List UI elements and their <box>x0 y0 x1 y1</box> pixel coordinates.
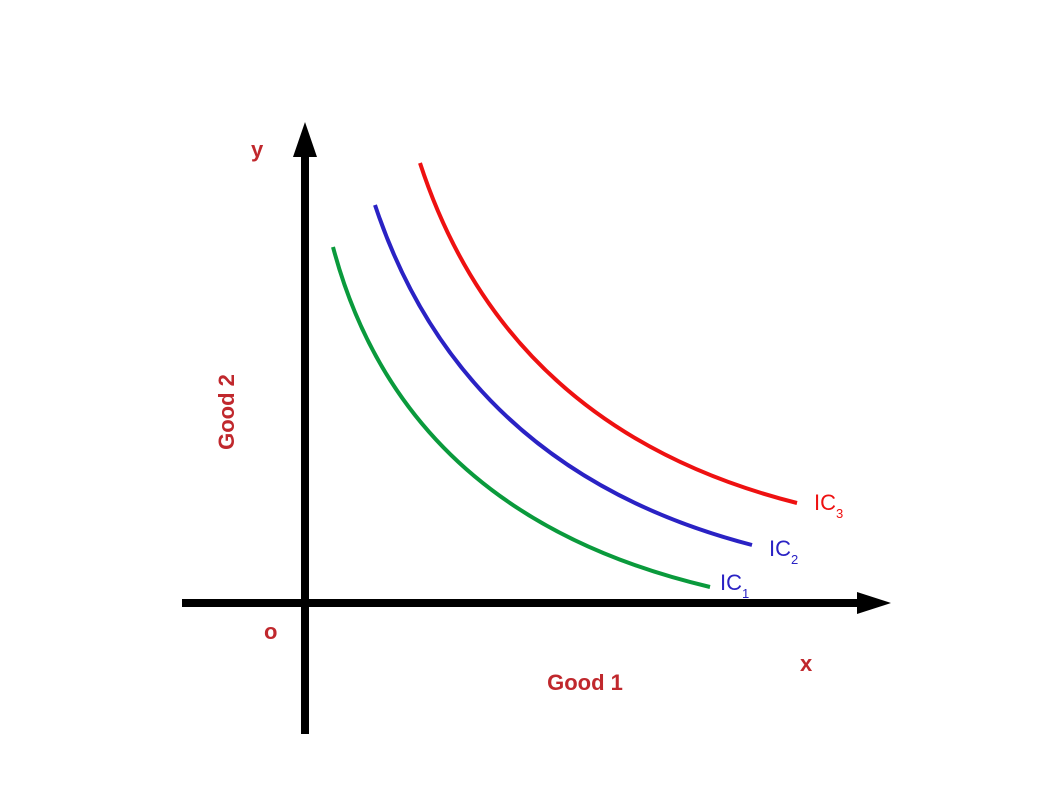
x-axis-title: Good 1 <box>547 670 623 695</box>
origin-label: o <box>264 619 277 644</box>
x-axis-letter: x <box>800 651 813 676</box>
curve-ic2 <box>373 204 753 547</box>
x-axis-arrow <box>857 592 891 614</box>
curve-label-ic1: IC1 <box>720 570 749 601</box>
curve-label-ic3-base: IC <box>814 490 836 515</box>
curve-label-ic3: IC3 <box>814 490 843 521</box>
curve-ic1 <box>331 246 711 589</box>
curve-label-ic2-base: IC <box>769 536 791 561</box>
axis-labels: y x o Good 2 Good 1 <box>214 137 813 695</box>
y-axis-arrow <box>293 122 317 157</box>
axes <box>182 122 891 734</box>
curve-label-ic1-subscript: 1 <box>742 586 749 601</box>
indifference-curves <box>331 162 798 589</box>
y-axis-letter: y <box>251 137 264 162</box>
curve-label-ic3-subscript: 3 <box>836 506 843 521</box>
curve-ic3 <box>418 162 798 505</box>
y-axis-title: Good 2 <box>214 374 239 450</box>
curve-labels: IC1 IC2 IC3 <box>720 490 843 601</box>
curve-label-ic1-base: IC <box>720 570 742 595</box>
curve-label-ic2: IC2 <box>769 536 798 567</box>
curve-label-ic2-subscript: 2 <box>791 552 798 567</box>
